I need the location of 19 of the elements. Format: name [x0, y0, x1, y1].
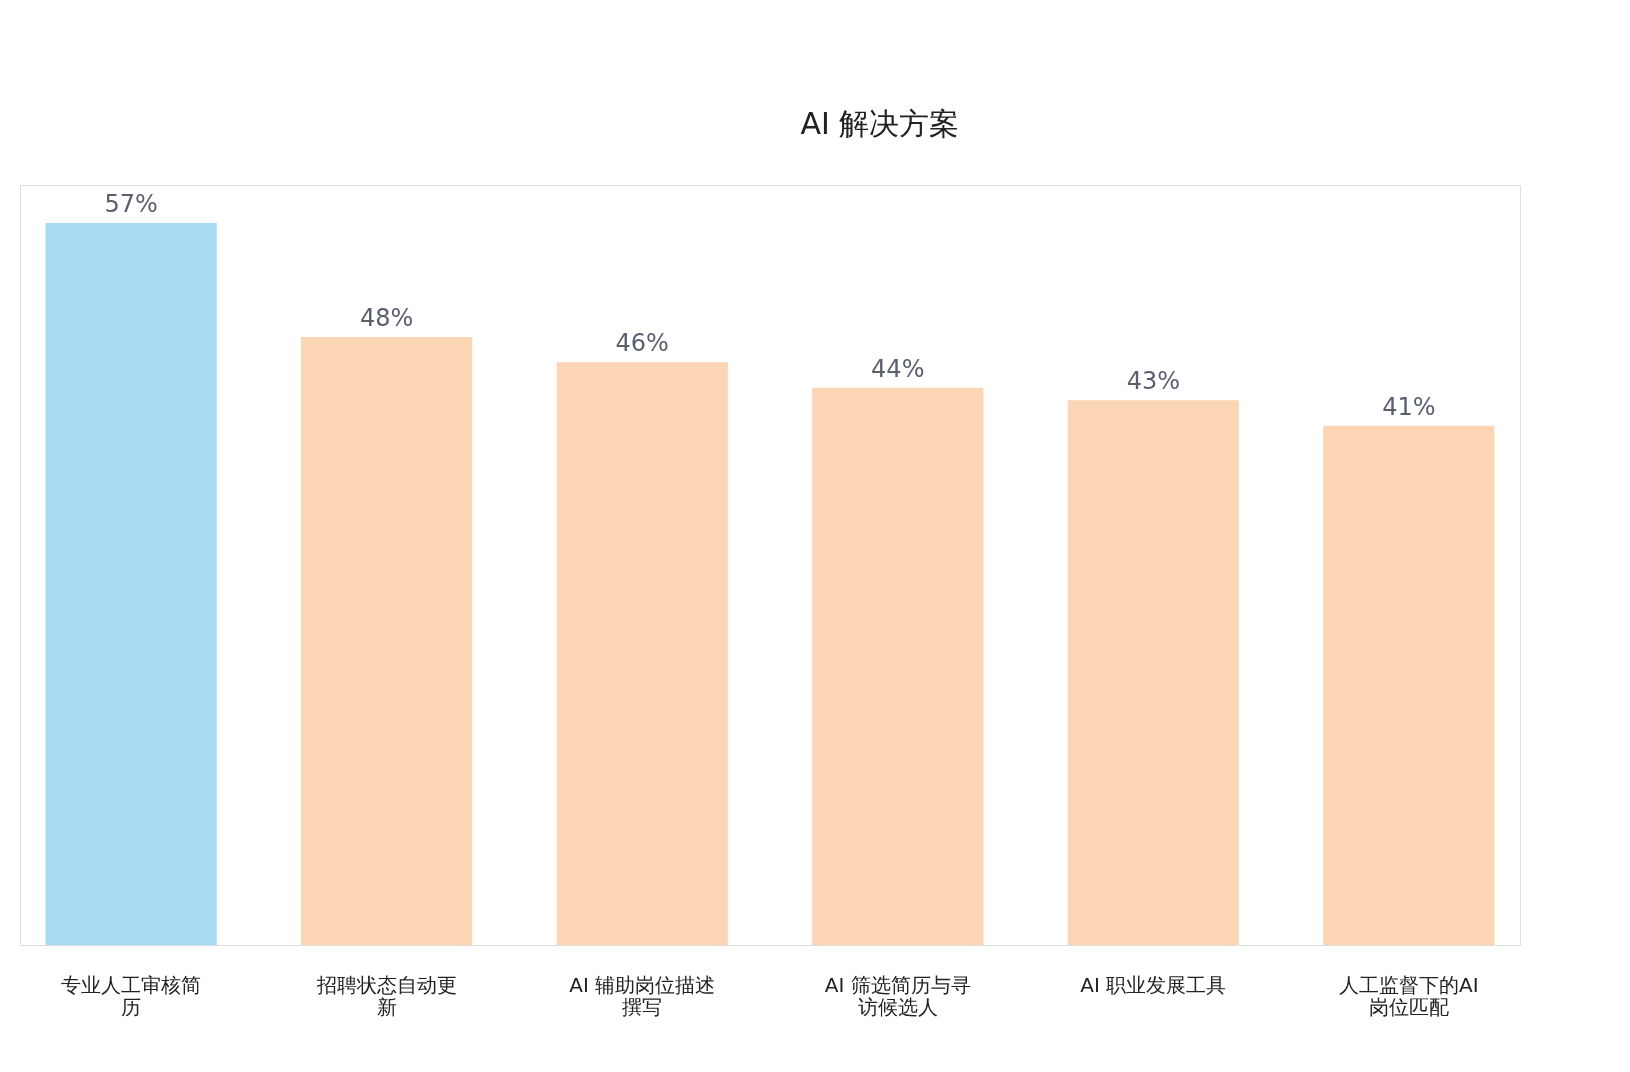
data-label: 41%	[1382, 392, 1436, 421]
data-label: 43%	[1126, 367, 1180, 396]
data-label: 48%	[360, 304, 414, 332]
x-tick-label: AI 辅助岗位描述撰写	[569, 972, 716, 1019]
data-label: 57%	[104, 190, 158, 218]
x-tick-label: 人工监督下的AI 岗位匹配	[1339, 972, 1479, 1019]
bar	[812, 387, 984, 945]
x-tick-label: 招聘状态自动更新	[315, 972, 457, 1019]
data-label: 46%	[615, 329, 669, 358]
bar	[301, 337, 473, 945]
x-tick-label: AI 职业发展工具	[1080, 972, 1227, 997]
bar	[556, 362, 728, 945]
x-tick-label: AI 筛选简历与寻访候选人	[824, 972, 971, 1019]
bar	[45, 223, 217, 945]
x-tick-label: 专业人工审核简历	[61, 972, 202, 1019]
bar	[1067, 400, 1239, 945]
bar	[1323, 425, 1495, 945]
text: AI 解决方案	[800, 106, 960, 141]
data-label: 44%	[871, 354, 925, 383]
